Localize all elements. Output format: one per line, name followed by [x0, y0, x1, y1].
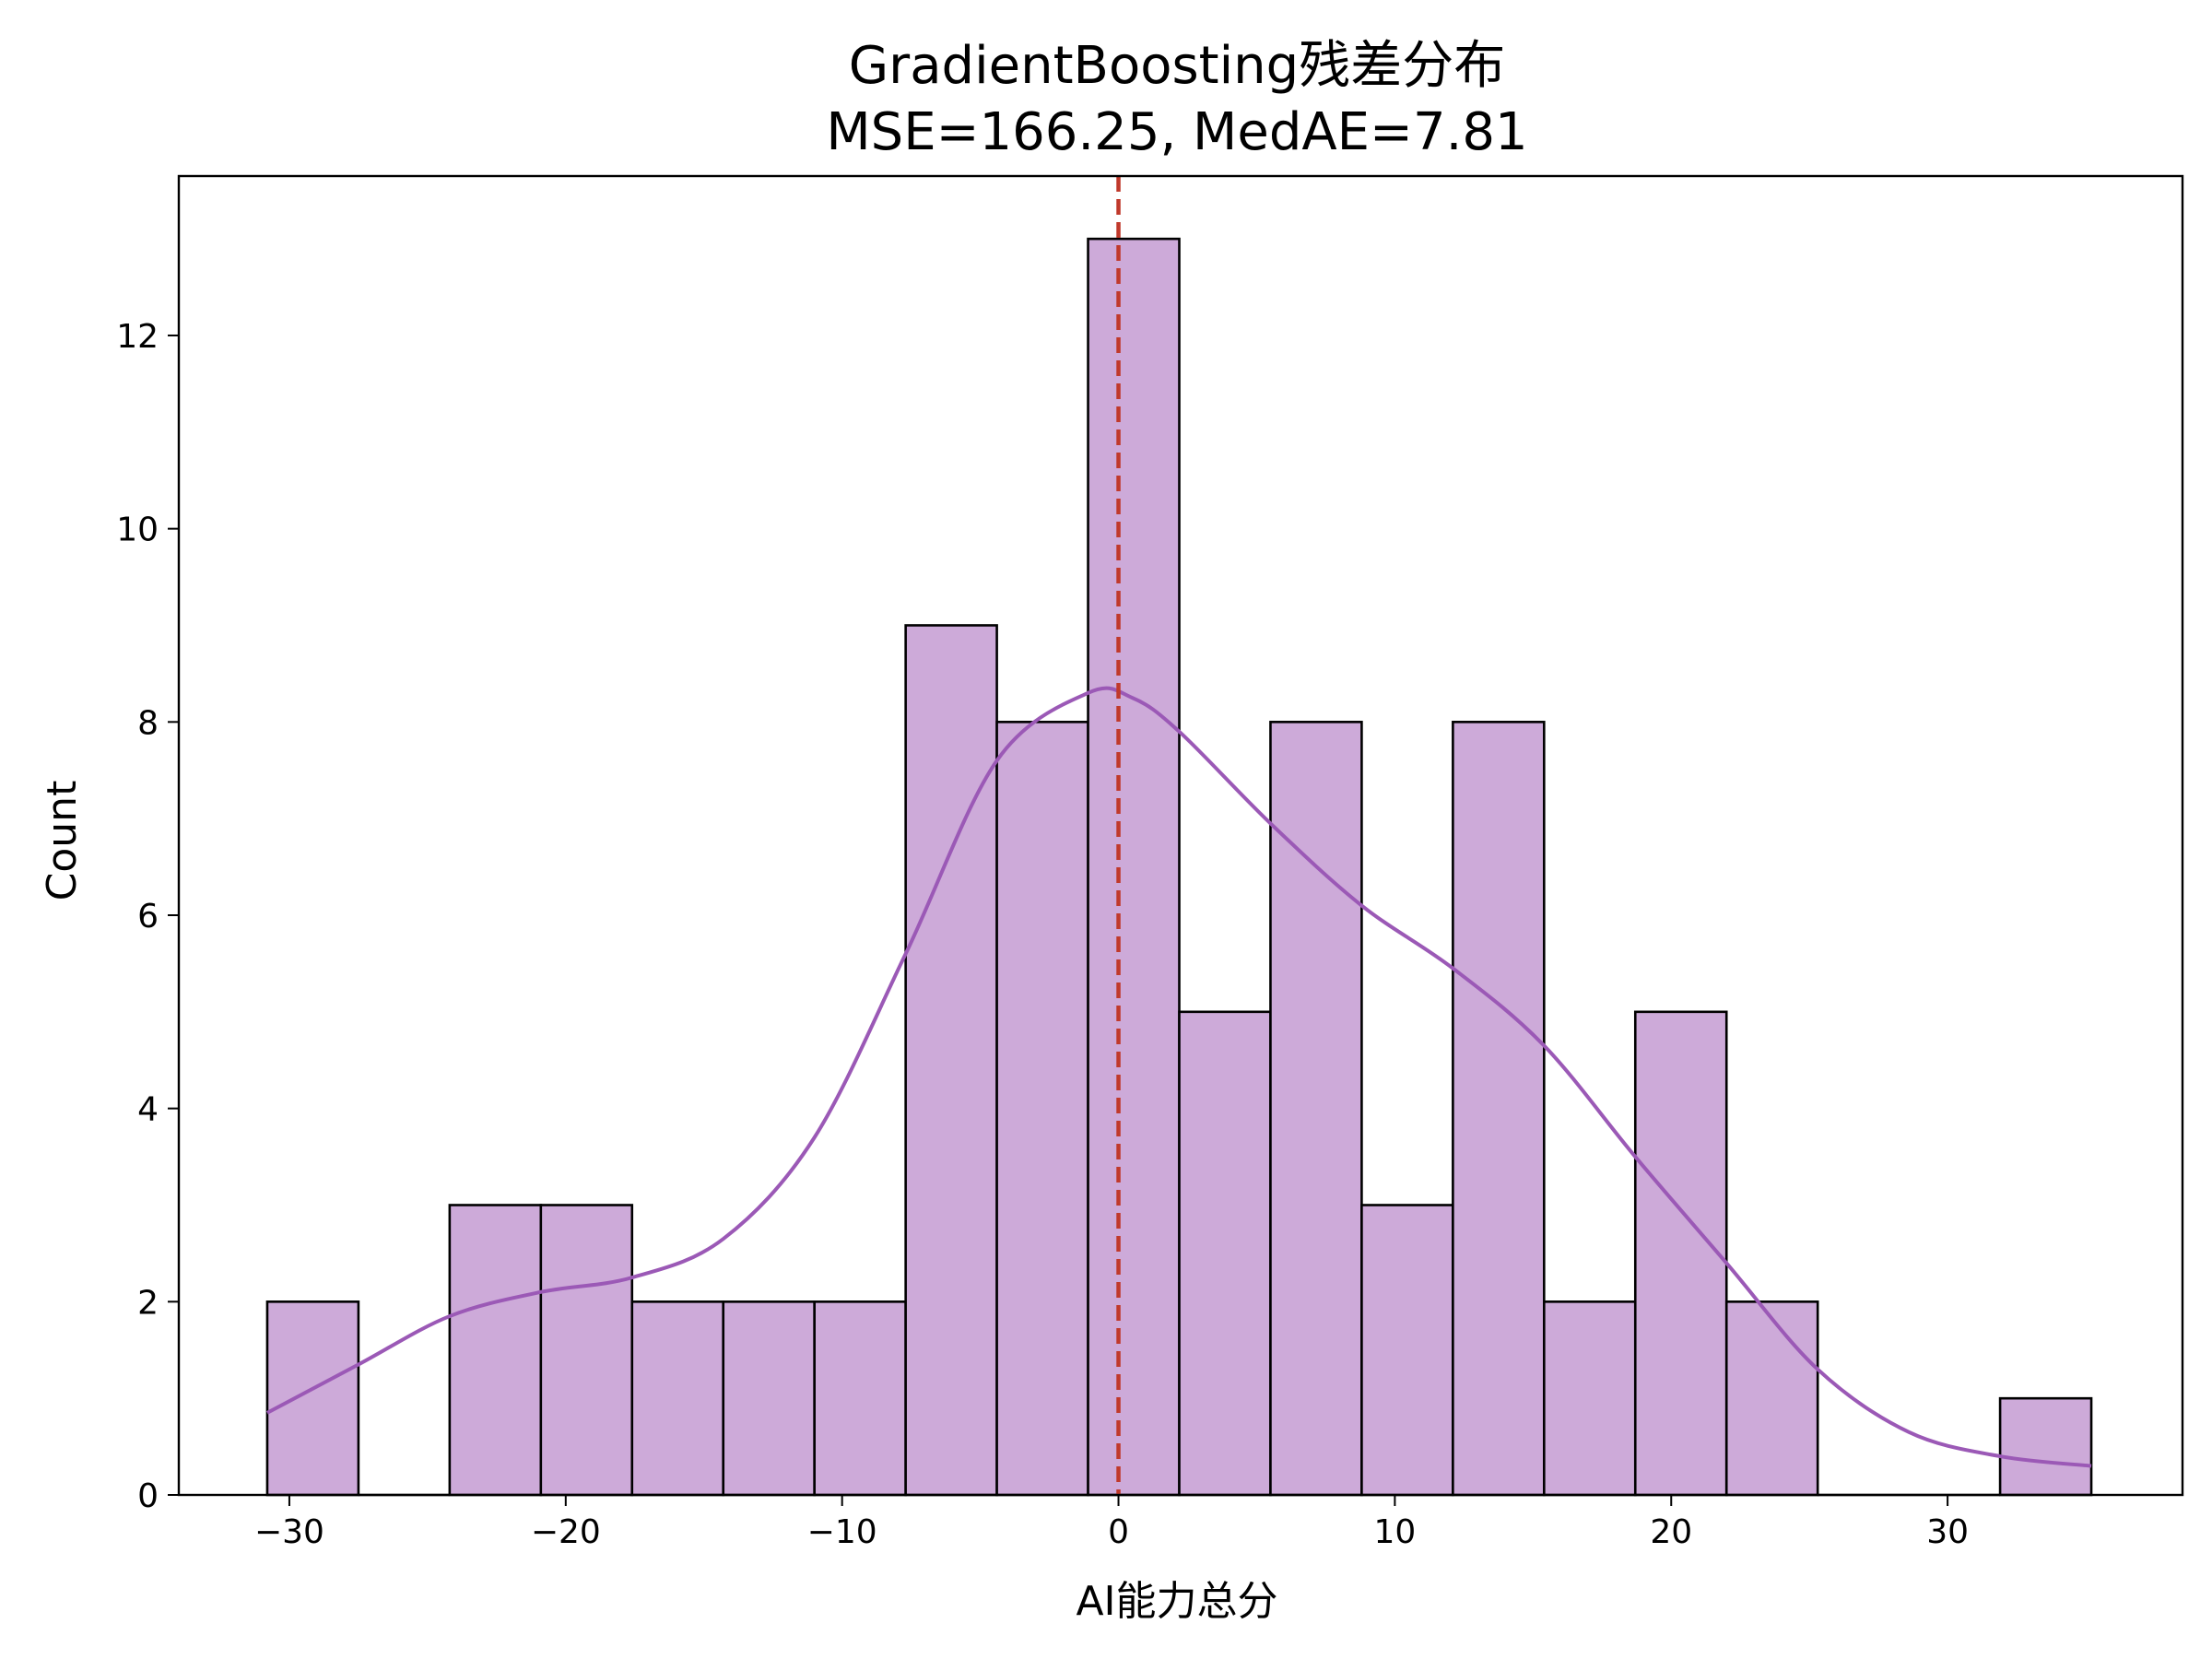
- chart-subtitle: MSE=166.25, MedAE=7.81: [826, 102, 1527, 162]
- x-tick-label: −30: [254, 1513, 324, 1551]
- kde-line: [266, 686, 2092, 1468]
- x-tick-label: 30: [1926, 1513, 1969, 1551]
- histogram-bar: [904, 624, 998, 1497]
- x-axis-ticks: −30 −20 −10 0 10 20 30: [254, 1495, 1969, 1551]
- histogram-bar: [539, 1204, 634, 1497]
- x-axis-label: AI能力总分: [1076, 1578, 1277, 1625]
- y-tick-label: 6: [137, 898, 159, 935]
- y-axis-ticks: 0 2 4 6 8 10 12: [116, 318, 179, 1515]
- histogram-bar: [1998, 1396, 2093, 1497]
- histogram-bar: [1633, 1010, 1728, 1497]
- histogram-bar: [1543, 1300, 1637, 1497]
- x-tick-label: 20: [1650, 1513, 1692, 1551]
- histogram-bars: [265, 237, 2093, 1497]
- chart-title: GradientBoosting残差分布: [849, 36, 1505, 96]
- y-tick-label: 2: [137, 1284, 159, 1322]
- x-tick-label: 0: [1108, 1513, 1129, 1551]
- histogram-bar: [995, 721, 1089, 1497]
- x-tick-label: −20: [531, 1513, 601, 1551]
- histogram-bar: [448, 1204, 543, 1497]
- y-tick-label: 12: [116, 318, 159, 356]
- histogram-bar: [1087, 237, 1181, 1497]
- x-tick-label: 10: [1373, 1513, 1416, 1551]
- histogram-bar: [813, 1300, 907, 1497]
- kde-curve-group: [266, 686, 2092, 1468]
- y-tick-label: 0: [137, 1477, 159, 1515]
- histogram-bar: [265, 1300, 360, 1497]
- histogram-bar: [630, 1300, 725, 1497]
- histogram-bar: [722, 1300, 816, 1497]
- y-tick-label: 10: [116, 512, 159, 549]
- histogram-bar: [1724, 1300, 1819, 1497]
- histogram-bar: [1360, 1204, 1454, 1497]
- x-tick-label: −10: [807, 1513, 877, 1551]
- y-axis-label: Count: [39, 781, 86, 901]
- histogram-bar: [1452, 721, 1546, 1497]
- plot-area-frame: [177, 174, 2184, 1497]
- y-tick-label: 8: [137, 704, 159, 742]
- histogram-bar: [1178, 1010, 1272, 1497]
- y-tick-label: 4: [137, 1091, 159, 1129]
